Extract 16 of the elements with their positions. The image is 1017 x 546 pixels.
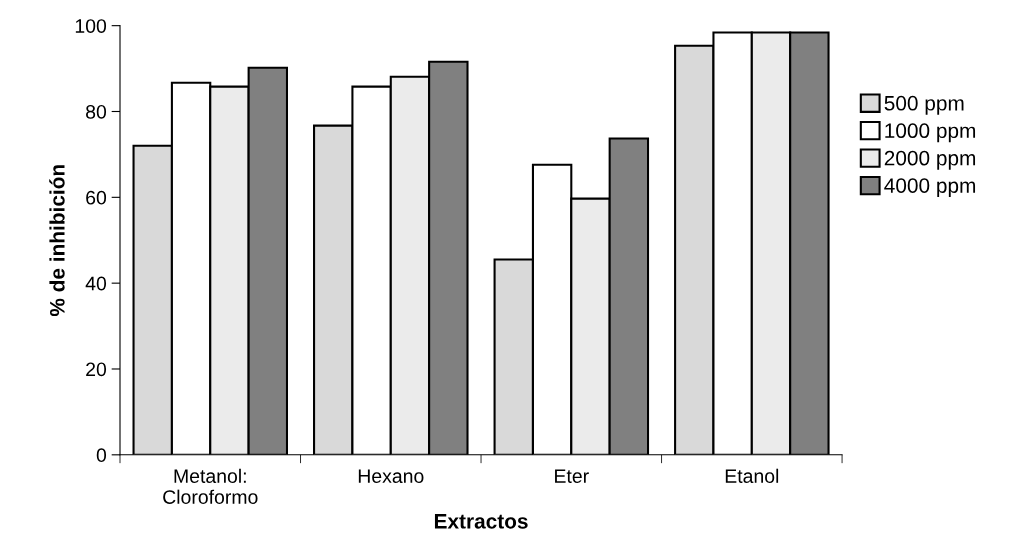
x-tick-label: Eter — [555, 469, 589, 483]
legend-label: 4000 ppm — [884, 178, 976, 198]
y-tick-label: 80 — [86, 104, 107, 119]
legend-label: 500 ppm — [884, 95, 964, 115]
legend-label: 2000 ppm — [884, 150, 976, 170]
y-tick-label: 40 — [85, 276, 107, 291]
y-axis-title: % de inhibición — [49, 165, 65, 317]
y-tick-label: 0 — [96, 448, 107, 463]
x-tick-label: Metanol: Cloroformo — [163, 468, 258, 504]
x-tick-label: Hexano — [358, 469, 424, 483]
y-tick-label: 60 — [86, 190, 107, 205]
x-axis-title: Extractos — [434, 514, 528, 529]
x-tick-label: Etanol — [725, 468, 779, 483]
y-tick-label: 100 — [75, 19, 107, 33]
y-tick-label: 20 — [86, 362, 107, 377]
legend-label: 1000 ppm — [885, 123, 976, 143]
